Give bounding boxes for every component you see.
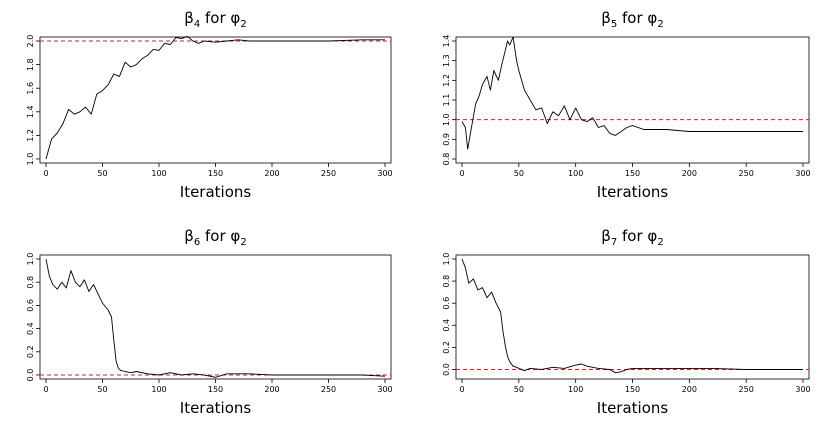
x-tick-label: 300	[377, 385, 392, 394]
x-tick-label: 100	[151, 169, 166, 178]
title-subscript: 7	[611, 237, 617, 248]
panel-title: β5 for φ2	[601, 9, 663, 30]
y-tick-label: 1.1	[442, 94, 451, 107]
x-tick-label: 200	[682, 385, 697, 394]
y-tick-label: 1.8	[26, 58, 35, 71]
greek-phi: φ	[647, 9, 657, 27]
plot-frame	[455, 36, 810, 164]
title-text: for	[617, 9, 647, 27]
y-tick-label: 1.2	[442, 74, 451, 87]
y-tick-label: 0.2	[442, 341, 451, 354]
title-text: for	[617, 227, 647, 245]
y-tick-label: 0.8	[442, 153, 451, 166]
y-tick-label: 0.8	[26, 276, 35, 289]
y-tick-label: 0.9	[442, 133, 451, 146]
y-tick-label: 1.2	[26, 129, 35, 142]
x-tick-label: 100	[568, 169, 583, 178]
y-tick-label: 0.0	[442, 363, 451, 376]
trace-line	[461, 258, 803, 374]
plot-frame	[39, 254, 392, 380]
x-tick-label: 250	[321, 169, 336, 178]
title-subscript: 5	[611, 19, 617, 30]
x-tick-label: 150	[208, 169, 223, 178]
x-tick-label: 0	[459, 385, 464, 394]
y-tick-label: 0.4	[442, 319, 451, 332]
x-tick-label: 100	[568, 385, 583, 394]
y-tick-label: 1.0	[26, 153, 35, 166]
title-subscript: 6	[194, 237, 200, 248]
trace-line	[45, 35, 385, 160]
y-tick-label: 1.4	[442, 35, 451, 48]
greek-phi: φ	[647, 227, 657, 245]
title-subscript: 4	[194, 19, 200, 30]
x-axis-label: Iterations	[597, 399, 669, 417]
y-tick-label: 0.6	[26, 299, 35, 312]
x-tick-label: 100	[151, 385, 166, 394]
x-tick-label: 150	[625, 169, 640, 178]
y-tick-label: 1.0	[442, 113, 451, 126]
x-axis-label: Iterations	[180, 183, 252, 201]
panel-title: β7 for φ2	[601, 227, 663, 248]
y-tick-label: 0.6	[442, 297, 451, 310]
y-tick-label: 1.0	[442, 253, 451, 266]
y-tick-label: 1.4	[26, 105, 35, 118]
panel-title: β4 for φ2	[184, 9, 246, 30]
title-subscript: 2	[657, 237, 663, 248]
greek-beta: β	[601, 9, 611, 27]
greek-beta: β	[184, 9, 194, 27]
y-tick-label: 1.0	[26, 253, 35, 266]
x-axis-label: Iterations	[597, 183, 669, 201]
title-subscript: 2	[240, 237, 246, 248]
greek-phi: φ	[230, 9, 240, 27]
x-tick-label: 50	[514, 385, 524, 394]
title-subscript: 2	[657, 19, 663, 30]
x-tick-label: 50	[97, 385, 107, 394]
y-tick-label: 0.4	[26, 322, 35, 335]
x-tick-label: 250	[321, 385, 336, 394]
y-tick-label: 2.0	[26, 35, 35, 48]
title-subscript: 2	[240, 19, 246, 30]
panel-2: β5 for φ2 0 50 100 150 200 250 300 0.8 0.9 1.0 1.1 1…	[442, 9, 811, 201]
x-tick-label: 250	[739, 385, 754, 394]
y-tick-label: 0.0	[26, 369, 35, 382]
title-text: for	[200, 9, 230, 27]
x-tick-label: 300	[795, 385, 810, 394]
y-tick-label: 0.2	[26, 345, 35, 358]
x-tick-label: 0	[43, 385, 48, 394]
x-tick-label: 0	[43, 169, 48, 178]
panel-title: β6 for φ2	[184, 227, 246, 248]
greek-phi: φ	[230, 227, 240, 245]
panel-4: β7 for φ2 0 50 100 150 200 250 300 0.0 0.2 0.4 0.6 0…	[442, 227, 811, 417]
x-tick-label: 150	[208, 385, 223, 394]
x-tick-label: 250	[739, 169, 754, 178]
greek-beta: β	[184, 227, 194, 245]
x-tick-label: 50	[97, 169, 107, 178]
title-text: for	[200, 227, 230, 245]
trace-line	[45, 258, 386, 378]
x-tick-label: 200	[682, 169, 697, 178]
x-tick-label: 300	[377, 169, 392, 178]
trace-line	[461, 36, 803, 150]
x-tick-label: 0	[459, 169, 464, 178]
greek-beta: β	[601, 227, 611, 245]
plot-frame	[39, 36, 392, 164]
x-tick-label: 50	[514, 169, 524, 178]
x-tick-label: 300	[795, 169, 810, 178]
x-axis-label: Iterations	[180, 399, 252, 417]
panel-1: β4 for φ2 0 50 100 150 200 250 300 1.0 1.2 1.4 1.6 1…	[26, 9, 393, 201]
y-tick-label: 1.3	[442, 54, 451, 67]
panel-3: β6 for φ2 0 50 100 150 200 250 300 0.0 0.2 0.4 0.6 0…	[26, 227, 393, 417]
x-tick-label: 200	[264, 385, 279, 394]
y-tick-label: 0.8	[442, 275, 451, 288]
x-tick-label: 200	[264, 169, 279, 178]
x-tick-label: 150	[625, 385, 640, 394]
y-tick-label: 1.6	[26, 82, 35, 95]
